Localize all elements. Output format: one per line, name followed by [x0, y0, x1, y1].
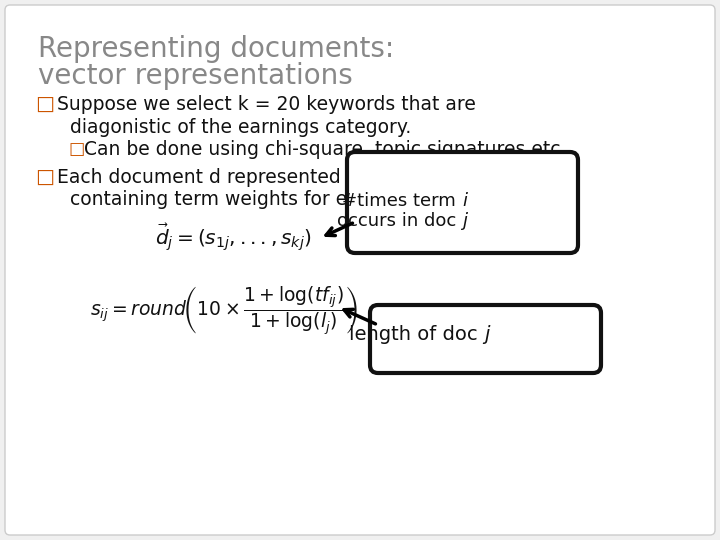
Text: vector representations: vector representations — [38, 62, 353, 90]
Text: #times term: #times term — [343, 192, 462, 210]
Text: Each document d represented as a vector,: Each document d represented as a vector, — [57, 168, 457, 187]
Text: □: □ — [35, 168, 54, 187]
Text: diagonistic of the earnings category.: diagonistic of the earnings category. — [70, 118, 411, 137]
Text: □: □ — [68, 140, 84, 158]
Text: $s_{ij} = round\!\left(10 \times \dfrac{1+\log(tf_{ij})}{1+\log(l_j)}\right)$: $s_{ij} = round\!\left(10 \times \dfrac{… — [90, 285, 359, 338]
Text: containing term weights for each of the k terms:: containing term weights for each of the … — [70, 190, 526, 209]
Text: j: j — [484, 325, 490, 344]
Text: Can be done using chi-square, topic signatures etc: Can be done using chi-square, topic sign… — [84, 140, 560, 159]
Text: Suppose we select k = 20 keywords that are: Suppose we select k = 20 keywords that a… — [57, 95, 476, 114]
Text: i: i — [462, 192, 467, 210]
Text: length of doc: length of doc — [349, 325, 484, 344]
Text: □: □ — [35, 95, 54, 114]
Text: occurs in doc: occurs in doc — [337, 212, 462, 230]
Text: $\vec{d}_j = (s_{1j},...,s_{kj})$: $\vec{d}_j = (s_{1j},...,s_{kj})$ — [155, 222, 312, 254]
FancyBboxPatch shape — [370, 305, 601, 373]
Text: j: j — [462, 212, 467, 230]
FancyBboxPatch shape — [5, 5, 715, 535]
FancyBboxPatch shape — [347, 152, 578, 253]
Text: Representing documents:: Representing documents: — [38, 35, 395, 63]
